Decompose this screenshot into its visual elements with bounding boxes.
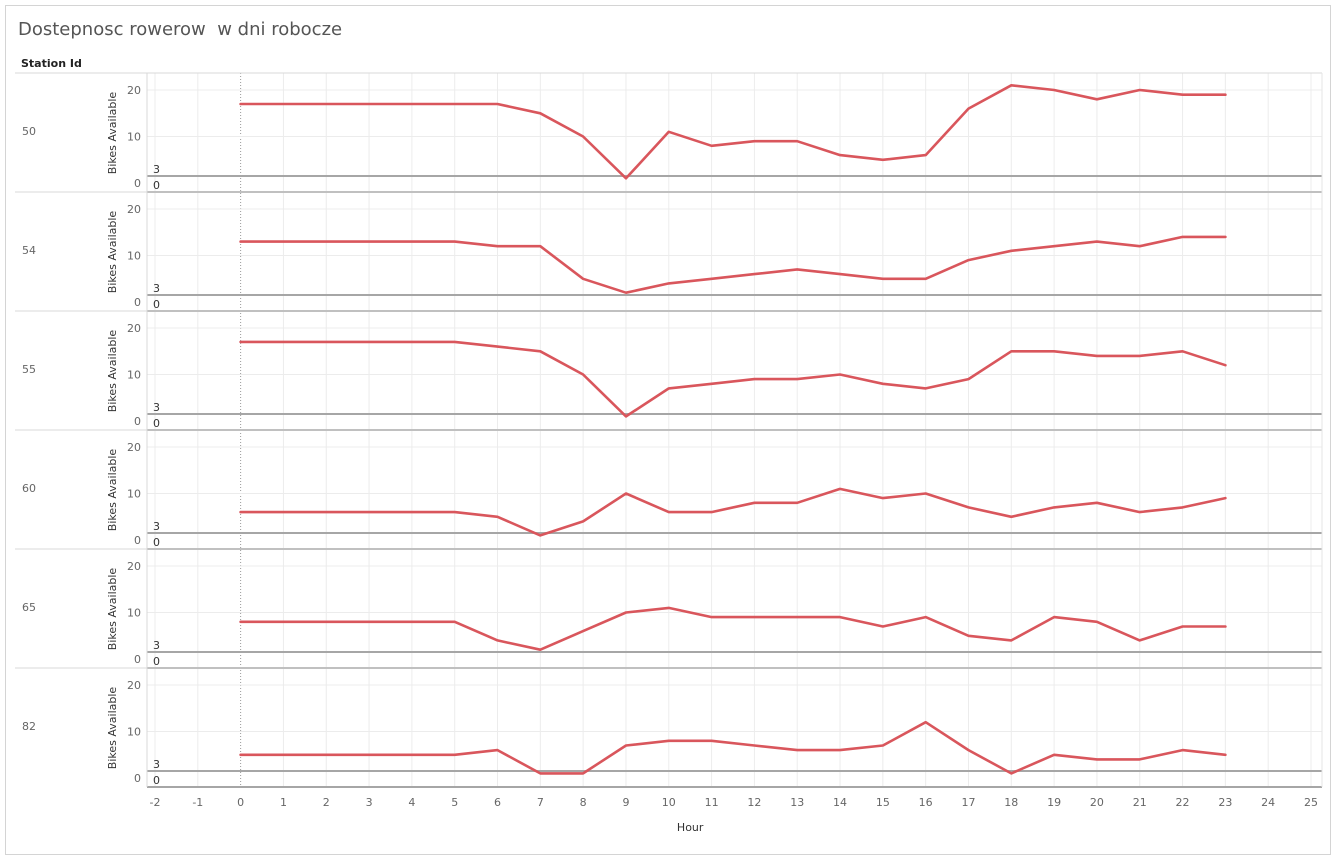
station-id-label: 82 [22,720,36,733]
reference-line-3-label: 3 [153,639,160,652]
y-axis-title: Bikes Available [106,330,119,413]
reference-line-0-label: 0 [153,298,160,311]
reference-line-0-label: 0 [153,774,160,787]
reference-line-3-label: 3 [153,758,160,771]
y-tick-label: 0 [134,653,141,666]
series-line-60 [239,487,1227,537]
x-tick-label: 7 [537,796,544,809]
y-tick-label: 20 [127,441,141,454]
x-tick-label: 9 [622,796,629,809]
station-id-label: 60 [22,482,36,495]
y-tick-label: 10 [127,607,141,620]
reference-line-3-label: 3 [153,401,160,414]
x-tick-label: 15 [876,796,890,809]
y-tick-label: 0 [134,772,141,785]
x-tick-label: 25 [1304,796,1318,809]
x-tick-label: 21 [1133,796,1147,809]
x-tick-label: 19 [1047,796,1061,809]
x-tick-label: 11 [705,796,719,809]
x-tick-label: 16 [919,796,933,809]
y-tick-label: 10 [127,250,141,263]
x-tick-label: 2 [323,796,330,809]
series-line-65 [239,606,1227,652]
x-axis-title: Hour [677,821,704,834]
y-axis-title: Bikes Available [106,449,119,532]
y-tick-label: 10 [127,488,141,501]
x-tick-label: 0 [237,796,244,809]
station-id-header: Station Id [21,57,82,70]
y-tick-label: 20 [127,203,141,216]
y-tick-label: 0 [134,415,141,428]
x-tick-label: 6 [494,796,501,809]
x-tick-label: -2 [150,796,161,809]
y-tick-label: 0 [134,296,141,309]
y-tick-label: 20 [127,84,141,97]
x-tick-label: 17 [961,796,975,809]
x-tick-label: 12 [747,796,761,809]
station-id-label: 50 [22,125,36,138]
y-axis-title: Bikes Available [106,687,119,770]
x-tick-label: 3 [366,796,373,809]
y-axis-title: Bikes Available [106,568,119,651]
x-tick-label: 22 [1176,796,1190,809]
x-tick-label: 18 [1004,796,1018,809]
chart-title: Dostepnosc rowerow w dni robocze [18,19,343,40]
reference-line-0-label: 0 [153,417,160,430]
reference-line-0-label: 0 [153,536,160,549]
y-tick-label: 10 [127,726,141,739]
station-id-label: 54 [22,244,36,257]
x-tick-label: 13 [790,796,804,809]
series-line-54 [239,235,1227,295]
x-tick-label: 1 [280,796,287,809]
y-tick-label: 20 [127,679,141,692]
station-id-label: 55 [22,363,36,376]
reference-line-0-label: 0 [153,655,160,668]
reference-line-3-label: 3 [153,163,160,176]
y-axis-title: Bikes Available [106,92,119,175]
reference-line-3-label: 3 [153,520,160,533]
x-tick-label: -1 [192,796,203,809]
y-axis-title: Bikes Available [106,211,119,294]
y-tick-label: 20 [127,560,141,573]
reference-line-3-label: 3 [153,282,160,295]
reference-line-0-label: 0 [153,179,160,192]
station-id-label: 65 [22,601,36,614]
y-tick-label: 10 [127,369,141,382]
y-tick-label: 10 [127,131,141,144]
x-tick-label: 24 [1261,796,1275,809]
x-tick-label: 8 [580,796,587,809]
x-tick-label: 23 [1218,796,1232,809]
x-tick-label: 5 [451,796,458,809]
x-tick-label: 10 [662,796,676,809]
series-line-55 [239,340,1227,418]
y-tick-label: 0 [134,177,141,190]
y-tick-label: 20 [127,322,141,335]
series-line-50 [239,84,1227,180]
x-tick-label: 4 [408,796,415,809]
y-tick-label: 0 [134,534,141,547]
x-tick-label: 14 [833,796,847,809]
series-line-82 [239,720,1227,775]
x-tick-label: 20 [1090,796,1104,809]
